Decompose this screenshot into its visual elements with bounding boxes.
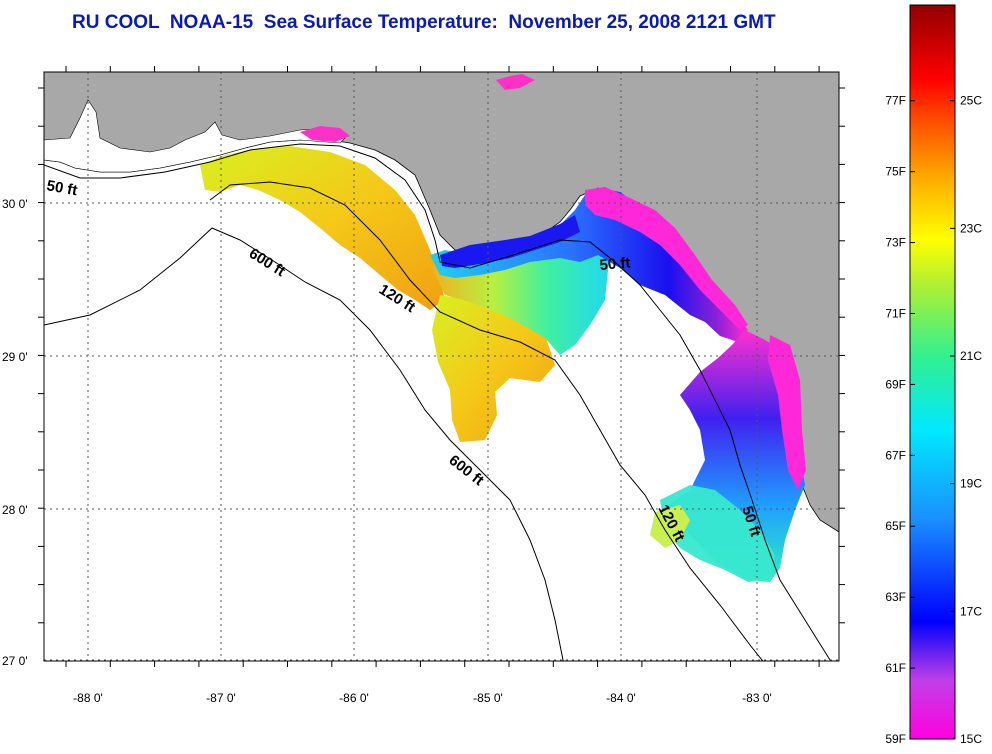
lon-label-86: -86 0' bbox=[339, 691, 369, 705]
lat-label-27: 27 0' bbox=[2, 654, 28, 668]
lon-label-87: -87 0' bbox=[206, 691, 236, 705]
colorbar-c-label: 25C bbox=[960, 94, 982, 108]
colorbar-f-label: 63F bbox=[885, 590, 906, 604]
colorbar-c-label: 23C bbox=[960, 221, 982, 235]
bay-water bbox=[44, 99, 346, 173]
lat-label-29: 29 0' bbox=[2, 350, 28, 364]
lat-label-28: 28 0' bbox=[2, 503, 28, 517]
colorbar-f-label: 75F bbox=[885, 165, 906, 179]
colorbar-f-label: 67F bbox=[885, 448, 906, 462]
colorbar-c-label: 21C bbox=[960, 349, 982, 363]
contour-label-50ft-west: 50 ft bbox=[45, 177, 78, 199]
graticule bbox=[44, 72, 839, 661]
colorbar-f-label: 77F bbox=[885, 94, 906, 108]
sst-patch-south bbox=[660, 485, 775, 582]
contour-50ft bbox=[44, 143, 831, 661]
contour-label-50ft-east: 50 ft bbox=[599, 254, 631, 274]
colorbar-f-label: 69F bbox=[885, 377, 906, 391]
contour-600ft bbox=[44, 227, 564, 661]
sst-patch-coast-mag bbox=[768, 335, 806, 490]
sst-patch-far-south bbox=[650, 505, 690, 548]
contour-120ft bbox=[209, 181, 764, 661]
sst-patch-bay-mag bbox=[300, 126, 350, 142]
sst-patch-nw bbox=[496, 74, 535, 90]
colorbar-c-label: 17C bbox=[960, 604, 982, 618]
colorbar-f-label: 59F bbox=[885, 732, 906, 746]
colorbar-c-label: 19C bbox=[960, 477, 982, 491]
lon-label-83: -83 0' bbox=[742, 691, 772, 705]
colorbar-f-label: 71F bbox=[885, 306, 906, 320]
sst-map: 50 ft 600 ft 120 ft 50 ft 600 ft 120 ft … bbox=[2, 66, 845, 705]
color-bar-scale bbox=[909, 4, 956, 740]
sst-patch-shelf-blue bbox=[440, 215, 580, 268]
sst-patch-inner-mag bbox=[585, 187, 748, 330]
colorbar-f-label: 61F bbox=[885, 661, 906, 675]
lat-label-30: 30 0' bbox=[2, 197, 28, 211]
sst-patch-west bbox=[200, 146, 445, 310]
lon-label-85: -85 0' bbox=[473, 691, 503, 705]
colorbar-f-label: 73F bbox=[885, 236, 906, 250]
lon-label-84: -84 0' bbox=[606, 691, 636, 705]
map-title: RU COOL NOAA-15 Sea Surface Temperature:… bbox=[72, 12, 776, 33]
lon-label-88: -88 0' bbox=[73, 691, 103, 705]
sst-patch-central-warm bbox=[432, 295, 555, 442]
colorbar-c-label: 15C bbox=[960, 732, 982, 746]
colorbar-f-label: 65F bbox=[885, 519, 906, 533]
